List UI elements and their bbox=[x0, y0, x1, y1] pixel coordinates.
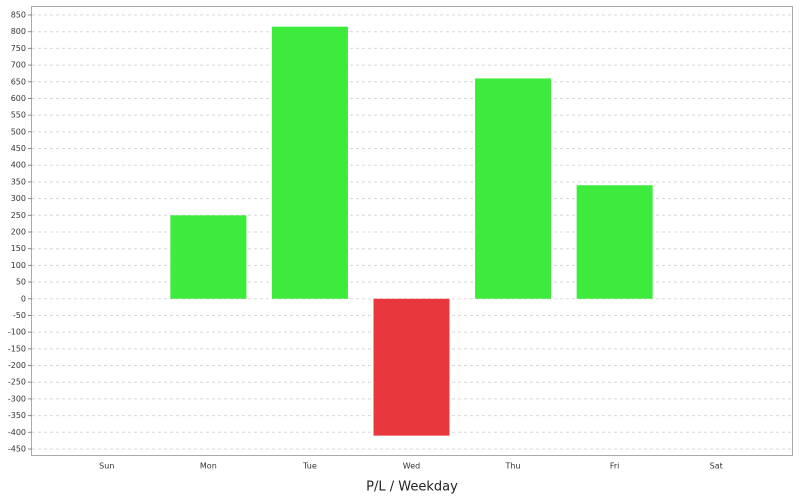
bar bbox=[271, 26, 348, 299]
y-tick-label: 650 bbox=[11, 77, 26, 86]
y-tick-label: -100 bbox=[8, 328, 26, 337]
y-tick-label: 150 bbox=[11, 244, 26, 253]
y-tick-label: 300 bbox=[11, 194, 26, 203]
y-tick-label: 0 bbox=[21, 294, 26, 303]
bar bbox=[373, 298, 450, 436]
y-tick-label: 450 bbox=[11, 144, 26, 153]
y-tick-label: 350 bbox=[11, 177, 26, 186]
plot-frame bbox=[31, 6, 793, 456]
x-tick-label: Fri bbox=[610, 462, 620, 471]
bar bbox=[475, 78, 552, 299]
bar bbox=[576, 185, 653, 299]
y-tick-label: 550 bbox=[11, 111, 26, 120]
chart-title: P/L / Weekday bbox=[366, 480, 458, 495]
y-tick-label: 850 bbox=[11, 11, 26, 20]
x-tick-label: Sat bbox=[710, 462, 723, 471]
y-tick-label: -350 bbox=[8, 411, 26, 420]
x-tick-label: Thu bbox=[505, 462, 521, 471]
y-tick-label: 500 bbox=[11, 127, 26, 136]
y-tick-label: 200 bbox=[11, 228, 26, 237]
y-tick-label: 700 bbox=[11, 61, 26, 70]
y-tick-label: -50 bbox=[13, 311, 26, 320]
y-tick-label: 750 bbox=[11, 44, 26, 53]
y-tick-label: 250 bbox=[11, 211, 26, 220]
y-tick-label: -400 bbox=[8, 428, 26, 437]
y-tick-label: -450 bbox=[8, 444, 26, 453]
y-tick-label: 50 bbox=[16, 278, 26, 287]
x-tick-label: Sun bbox=[99, 462, 114, 471]
y-tick-label: 800 bbox=[11, 27, 26, 36]
y-tick-label: 100 bbox=[11, 261, 26, 270]
x-tick-label: Mon bbox=[200, 462, 217, 471]
y-tick-label: -200 bbox=[8, 361, 26, 370]
bar bbox=[170, 215, 247, 299]
y-tick-label: 400 bbox=[11, 161, 26, 170]
y-tick-label: -300 bbox=[8, 394, 26, 403]
x-tick-label: Tue bbox=[302, 462, 317, 471]
x-tick-label: Wed bbox=[403, 462, 420, 471]
y-tick-label: 600 bbox=[11, 94, 26, 103]
y-tick-label: -250 bbox=[8, 378, 26, 387]
y-tick-label: -150 bbox=[8, 344, 26, 353]
